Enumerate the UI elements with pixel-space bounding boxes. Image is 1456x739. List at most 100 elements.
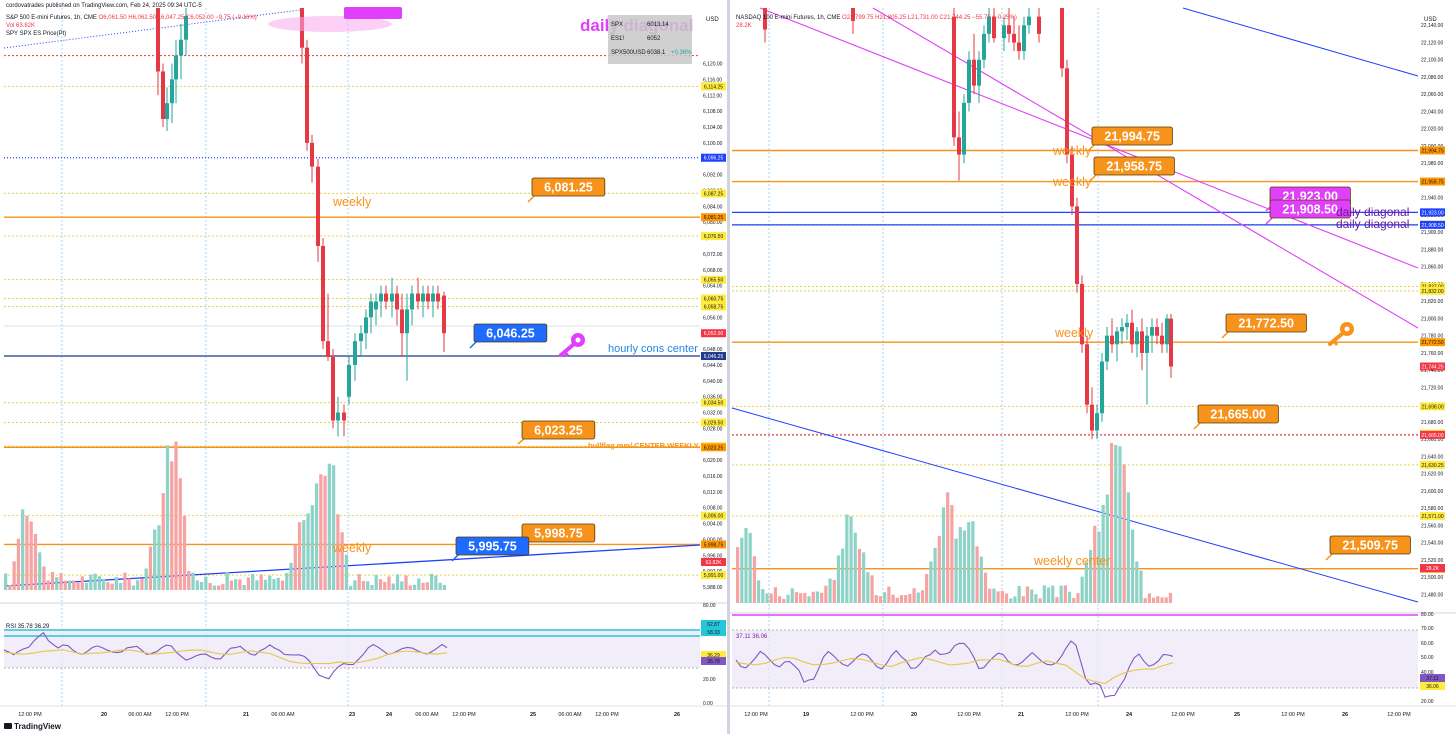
right-vol-bar-100 bbox=[1156, 596, 1160, 603]
callout-21509-box bbox=[1329, 535, 1411, 555]
left-vol-bar-96 bbox=[412, 584, 417, 590]
right-vol-bar-64 bbox=[1004, 593, 1009, 603]
y-tick-left-29: 6,004.00 bbox=[703, 522, 723, 528]
left-vol-bar-36 bbox=[157, 525, 161, 590]
right-vol-bar-27 bbox=[849, 516, 853, 603]
right-candle-39 bbox=[1165, 318, 1169, 345]
x-tick-right-1: 19 bbox=[803, 712, 809, 718]
right-vol-bar-48 bbox=[937, 535, 941, 603]
left-vol-bar-44 bbox=[191, 572, 195, 590]
left-vol-bar-32 bbox=[140, 578, 144, 590]
callout-6046-box bbox=[473, 323, 548, 343]
right-vol-bar-25 bbox=[841, 548, 845, 603]
left-vol-bar-11 bbox=[50, 572, 55, 590]
volume-left: Vol 63.82K bbox=[6, 23, 36, 29]
price-tag-left-13-text: 6,023.25 bbox=[704, 445, 724, 451]
right-candle-24 bbox=[1090, 404, 1094, 431]
rsi-tag-right-1-bg bbox=[1420, 682, 1445, 690]
y-tick-left-13: 6,068.00 bbox=[703, 268, 723, 274]
y-tick-left-20: 6,040.00 bbox=[703, 379, 723, 385]
left-candle-34 bbox=[442, 295, 446, 334]
right-candle-10 bbox=[992, 16, 996, 39]
left-vol-bar-76 bbox=[327, 463, 331, 590]
left-vol-bar-57 bbox=[246, 577, 251, 590]
right-vol-bar-103 bbox=[1168, 592, 1172, 603]
left-candle-1 bbox=[161, 71, 165, 120]
price-tag-left-15-text: 5,998.75 bbox=[704, 542, 724, 548]
symbol-name-left[interactable]: S&P 500 E-mini Futures, 1h, CME bbox=[6, 15, 97, 21]
symbol-table-name-1: ES1! bbox=[611, 36, 624, 42]
annotation-weekly-center: weekly center bbox=[1033, 554, 1110, 568]
panel-divider[interactable] bbox=[727, 0, 730, 734]
price-tag-left-6-text: 6,060.75 bbox=[704, 297, 724, 303]
left-vol-bar-52 bbox=[225, 572, 229, 590]
left-candle-33 bbox=[436, 293, 440, 302]
right-candle-30 bbox=[1120, 327, 1124, 332]
left-candle-22 bbox=[379, 293, 383, 302]
left-vol-bar-45 bbox=[195, 580, 199, 590]
left-vol-bar-9 bbox=[42, 566, 46, 590]
symbol-title-right: NASDAQ 100 E-mini Futures, 1h, CME O21,7… bbox=[736, 14, 1017, 22]
rsi-tick-right-2: 60.00 bbox=[1421, 641, 1434, 647]
right-vol-bar-97 bbox=[1143, 598, 1147, 603]
rsi-line-right bbox=[735, 640, 1174, 698]
symbol-name-right[interactable]: NASDAQ 100 E-mini Futures, 1h, CME bbox=[736, 15, 841, 21]
right-vol-bar-95 bbox=[1135, 561, 1139, 603]
left-vol-bar-92 bbox=[395, 574, 400, 590]
callout-21665-box bbox=[1197, 404, 1279, 424]
rsi-tag-right-1-text: 36.06 bbox=[1426, 684, 1439, 690]
right-vol-bar-72 bbox=[1038, 598, 1042, 603]
left-vol-bar-66 bbox=[285, 573, 289, 590]
left-candle-8 bbox=[305, 47, 309, 143]
left-vol-bar-39 bbox=[170, 461, 174, 590]
right-vol-bar-17 bbox=[807, 596, 811, 603]
left-candle-30 bbox=[421, 293, 425, 302]
price-tag-left-7-text: 6,058.75 bbox=[704, 304, 724, 310]
price-tag-left-16-bg bbox=[701, 571, 726, 580]
right-vol-bar-55 bbox=[967, 522, 971, 603]
tradingview-logo[interactable]: TradingView bbox=[4, 721, 61, 731]
right-vol-bar-5 bbox=[757, 580, 761, 603]
callout-21665-text: 21,665.00 bbox=[1210, 408, 1266, 422]
right-candle-33 bbox=[1135, 331, 1139, 345]
right-vol-bar-24 bbox=[836, 555, 841, 603]
left-candle-12 bbox=[326, 341, 330, 358]
y-tick-right-28: 21,580.00 bbox=[1421, 506, 1443, 512]
x-tick-right-7: 24 bbox=[1126, 712, 1133, 718]
left-vol-bar-31 bbox=[136, 580, 140, 590]
left-vol-bar-29 bbox=[127, 578, 131, 590]
y-tick-left-25: 6,020.00 bbox=[703, 458, 723, 464]
left-vol-bar-70 bbox=[302, 520, 306, 590]
right-vol-bar-71 bbox=[1034, 594, 1038, 603]
right-candle-40 bbox=[1169, 318, 1173, 367]
price-tag-right-1-text: 21,958.75 bbox=[1421, 180, 1443, 186]
left-vol-bar-53 bbox=[229, 580, 234, 590]
right-vol-bar-52 bbox=[954, 538, 958, 603]
left-vol-bar-58 bbox=[251, 574, 255, 590]
price-tag-right-8-text: 21,744.25 bbox=[1421, 365, 1443, 371]
right-vol-bar-62 bbox=[996, 591, 1000, 603]
rsi-tag-right-0-text: 37.11 bbox=[1426, 676, 1438, 682]
y-tick-right-24: 21,660.00 bbox=[1421, 437, 1443, 443]
x-tick-right-11: 26 bbox=[1342, 712, 1348, 718]
left-candle-3 bbox=[170, 79, 174, 104]
callout-21772-text: 21,772.50 bbox=[1238, 317, 1294, 331]
left-vol-bar-2 bbox=[12, 561, 16, 590]
price-tag-right-2-bg bbox=[1420, 208, 1445, 217]
left-candle-10 bbox=[316, 166, 320, 246]
left-candle-32 bbox=[431, 293, 435, 302]
overlay-left: SPY SPX ES Price(Pt) bbox=[6, 31, 67, 37]
left-vol-bar-85 bbox=[366, 581, 370, 590]
right-vol-bar-50 bbox=[946, 492, 950, 603]
left-candle-5 bbox=[179, 39, 183, 56]
price-tag-left-0-bg bbox=[701, 82, 726, 91]
right-vol-bar-67 bbox=[1017, 586, 1021, 603]
price-tag-left-1-bg bbox=[701, 153, 726, 162]
right-vol-bar-51 bbox=[950, 505, 954, 603]
right-vol-bar-57 bbox=[975, 546, 979, 603]
blue-diagonal-top-right bbox=[1182, 7, 1419, 77]
right-vol-bar-34 bbox=[878, 596, 883, 603]
left-vol-bar-86 bbox=[370, 584, 374, 590]
left-vol-bar-101 bbox=[434, 575, 438, 590]
